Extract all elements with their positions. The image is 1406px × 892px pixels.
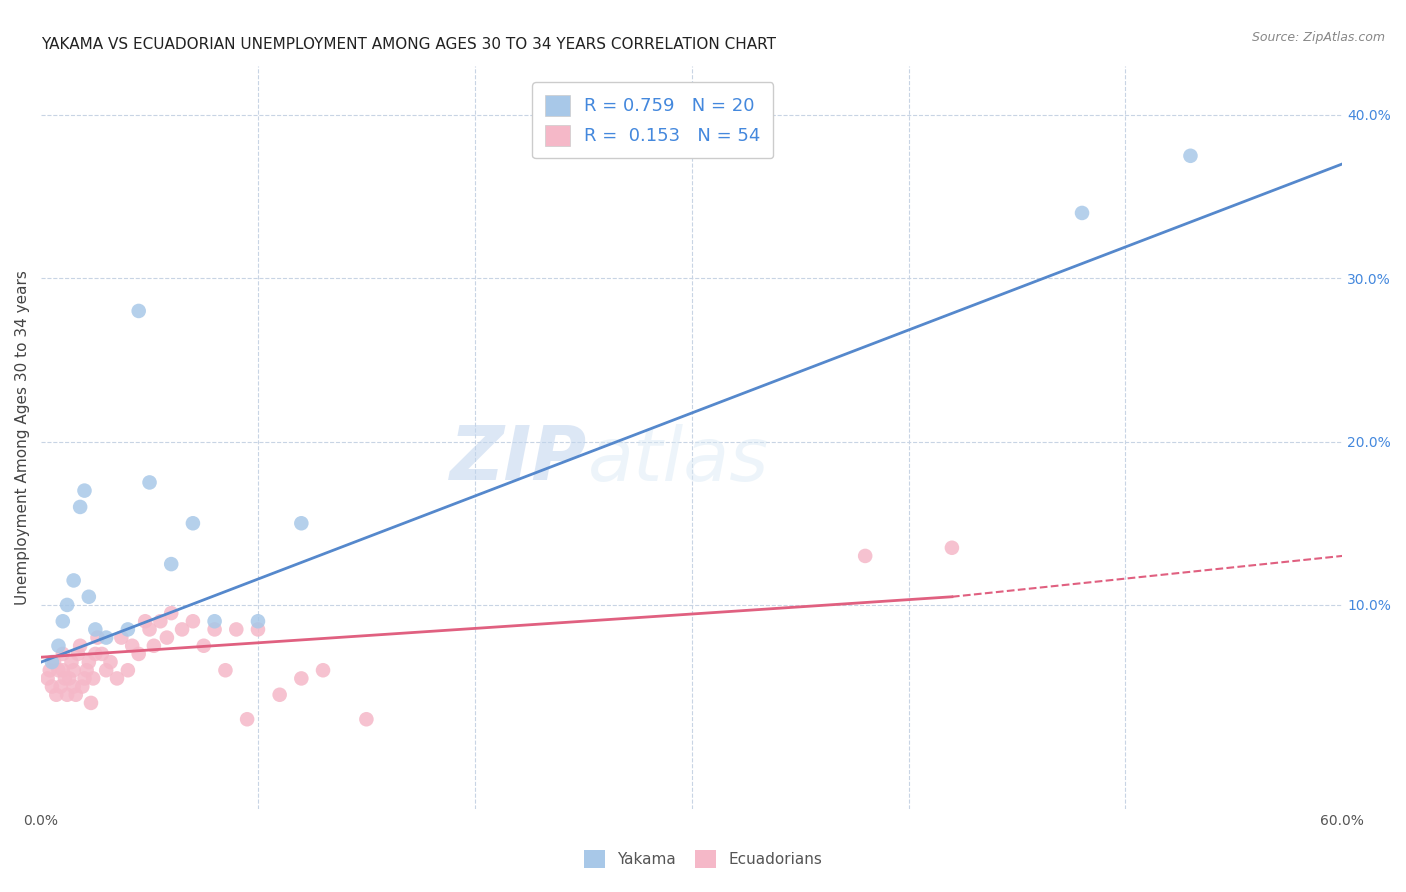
Point <box>66 647 89 661</box>
Point <box>69 500 91 514</box>
Point <box>76 663 98 677</box>
Point <box>80 696 103 710</box>
Text: ZIP: ZIP <box>450 424 588 496</box>
Point <box>117 623 139 637</box>
Y-axis label: Unemployment Among Ages 30 to 34 years: Unemployment Among Ages 30 to 34 years <box>15 270 30 605</box>
Point <box>62 663 84 677</box>
Point <box>214 663 236 677</box>
Point <box>48 663 70 677</box>
Legend: R = 0.759   N = 20, R =  0.153   N = 54: R = 0.759 N = 20, R = 0.153 N = 54 <box>531 82 773 159</box>
Text: YAKAMA VS ECUADORIAN UNEMPLOYMENT AMONG AGES 30 TO 34 YEARS CORRELATION CHART: YAKAMA VS ECUADORIAN UNEMPLOYMENT AMONG … <box>41 37 776 53</box>
Point <box>37 672 59 686</box>
Point <box>56 598 79 612</box>
Text: atlas: atlas <box>588 424 769 496</box>
Point <box>42 655 65 669</box>
Point <box>45 688 67 702</box>
Point <box>100 655 122 669</box>
Point <box>204 623 226 637</box>
Point <box>53 672 76 686</box>
Point <box>1071 206 1094 220</box>
Point <box>58 672 80 686</box>
Point <box>65 688 87 702</box>
Point <box>160 606 183 620</box>
Point <box>1180 149 1202 163</box>
Point <box>84 647 107 661</box>
Point <box>356 712 378 726</box>
Point <box>62 574 84 588</box>
Point <box>52 614 75 628</box>
Text: Source: ZipAtlas.com: Source: ZipAtlas.com <box>1251 31 1385 45</box>
Point <box>193 639 215 653</box>
Point <box>138 623 160 637</box>
Point <box>142 639 165 653</box>
Point <box>73 483 96 498</box>
Point <box>41 680 63 694</box>
Point <box>290 516 312 531</box>
Point <box>62 680 84 694</box>
Legend: Yakama, Ecuadorians: Yakama, Ecuadorians <box>578 844 828 873</box>
Point <box>77 655 100 669</box>
Point <box>181 516 204 531</box>
Point <box>41 655 63 669</box>
Point <box>290 672 312 686</box>
Point <box>60 655 83 669</box>
Point <box>121 639 143 653</box>
Point <box>269 688 291 702</box>
Point <box>312 663 335 677</box>
Point <box>52 647 75 661</box>
Point <box>156 631 179 645</box>
Point <box>52 663 75 677</box>
Point <box>128 304 150 318</box>
Point <box>225 623 247 637</box>
Point <box>246 623 269 637</box>
Point <box>49 680 72 694</box>
Point <box>69 639 91 653</box>
Point <box>134 614 156 628</box>
Point <box>86 631 108 645</box>
Point <box>853 549 876 563</box>
Point <box>56 688 79 702</box>
Point <box>160 557 183 571</box>
Point <box>82 672 104 686</box>
Point <box>38 663 60 677</box>
Point <box>77 590 100 604</box>
Point <box>96 663 118 677</box>
Point <box>90 647 112 661</box>
Point <box>110 631 132 645</box>
Point <box>72 680 94 694</box>
Point <box>138 475 160 490</box>
Point <box>105 672 128 686</box>
Point <box>149 614 172 628</box>
Point <box>181 614 204 628</box>
Point <box>128 647 150 661</box>
Point <box>941 541 963 555</box>
Point <box>84 623 107 637</box>
Point <box>73 672 96 686</box>
Point <box>204 614 226 628</box>
Point <box>48 639 70 653</box>
Point <box>236 712 259 726</box>
Point <box>246 614 269 628</box>
Point <box>117 663 139 677</box>
Point <box>170 623 193 637</box>
Point <box>96 631 118 645</box>
